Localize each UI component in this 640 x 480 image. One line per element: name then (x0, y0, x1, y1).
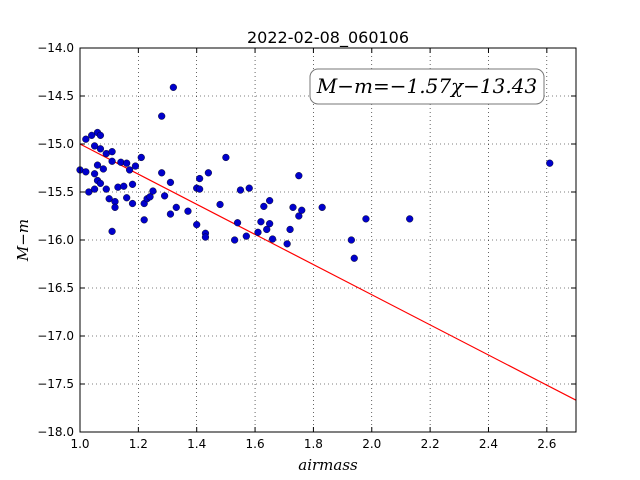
x-tick-label: 1.2 (129, 437, 148, 451)
x-tick-label: 1.8 (304, 437, 323, 451)
data-point (137, 153, 145, 162)
y-axis-label: M−m (14, 219, 32, 262)
data-point (298, 206, 306, 214)
x-tick-label: 1.6 (246, 437, 265, 451)
y-tick-label: −16.0 (37, 233, 74, 247)
data-point (231, 236, 239, 244)
fit-equation-text: M−m=−1.57χ−13.43 (316, 74, 537, 98)
data-point (236, 186, 245, 194)
data-point (123, 159, 131, 167)
data-point (161, 192, 169, 200)
y-tick-label: −15.5 (37, 185, 74, 199)
data-point (140, 216, 148, 224)
x-axis-label: airmass (298, 456, 358, 474)
x-tick-label: 2.4 (479, 437, 498, 451)
x-tick-label: 1.0 (70, 437, 89, 451)
data-point (126, 166, 134, 174)
data-point (120, 182, 128, 190)
data-point (85, 188, 93, 196)
data-point (105, 195, 113, 203)
data-point (204, 169, 212, 177)
data-point (286, 225, 294, 234)
data-point (102, 185, 110, 193)
data-point (254, 228, 262, 236)
data-point (158, 112, 166, 120)
data-point (242, 232, 250, 240)
data-point (108, 157, 116, 165)
data-point (257, 218, 265, 226)
data-point (90, 185, 99, 193)
data-point (172, 203, 180, 211)
data-point (216, 200, 224, 209)
y-tick-label: −14.5 (37, 89, 74, 103)
x-tick-label: 2.2 (421, 437, 440, 451)
data-point (146, 193, 154, 201)
plot-area: 1.0 1.2 1.4 1.6 1.8 2.0 2.2 2.4 2.6 −18.0 −17.5 −17… (37, 41, 577, 451)
x-tick-label: 2.0 (362, 437, 381, 451)
data-point (99, 165, 107, 173)
data-point (82, 135, 90, 143)
data-point (108, 148, 116, 156)
data-point (289, 203, 297, 211)
data-point (201, 233, 210, 241)
data-point (96, 179, 105, 187)
y-tick-label: −18.0 (37, 425, 74, 439)
data-point (295, 172, 303, 180)
data-point (347, 236, 355, 244)
data-point (149, 187, 157, 195)
data-point (295, 212, 303, 220)
data-point (108, 227, 116, 235)
data-point (184, 207, 192, 215)
data-point (233, 219, 242, 227)
data-point (128, 180, 137, 188)
y-tick-label: −16.5 (37, 281, 74, 295)
data-point (123, 194, 131, 202)
data-point (350, 254, 358, 262)
data-point (111, 203, 119, 211)
data-point (169, 83, 177, 91)
data-point (128, 199, 137, 208)
y-tick-label: −15.0 (37, 137, 74, 151)
x-tick-label: 1.4 (187, 437, 206, 451)
y-tick-label: −14.0 (37, 41, 74, 55)
fit-line (80, 143, 576, 401)
data-point (222, 153, 230, 162)
data-point (245, 184, 253, 192)
data-point (362, 215, 370, 223)
data-point (131, 162, 140, 170)
data-point (90, 170, 99, 178)
data-point (166, 178, 175, 187)
data-point (90, 142, 99, 150)
data-point (82, 168, 90, 176)
data-point (263, 225, 271, 234)
data-point (283, 240, 291, 248)
y-tick-label: −17.5 (37, 377, 74, 391)
fit-equation-box (309, 68, 545, 105)
fit-equation-annotation: M−m=−1.57χ−13.43 (309, 68, 545, 105)
chart-title: 2022-02-08_060106 (247, 28, 409, 48)
data-point (266, 220, 274, 228)
data-point (318, 203, 326, 211)
data-point (196, 185, 204, 193)
data-point (88, 131, 96, 139)
data-point (260, 202, 268, 211)
data-point (193, 221, 201, 229)
data-point (406, 215, 414, 223)
data-point (166, 210, 175, 218)
y-tick-label: −17.0 (37, 329, 74, 343)
data-point (266, 197, 274, 205)
data-point (96, 131, 105, 139)
data-point (96, 145, 105, 153)
data-point (93, 161, 102, 169)
x-tick-label: 2.6 (537, 437, 556, 451)
data-point (268, 235, 277, 243)
data-point (196, 174, 204, 183)
data-point (158, 169, 166, 177)
data-point (546, 159, 554, 167)
